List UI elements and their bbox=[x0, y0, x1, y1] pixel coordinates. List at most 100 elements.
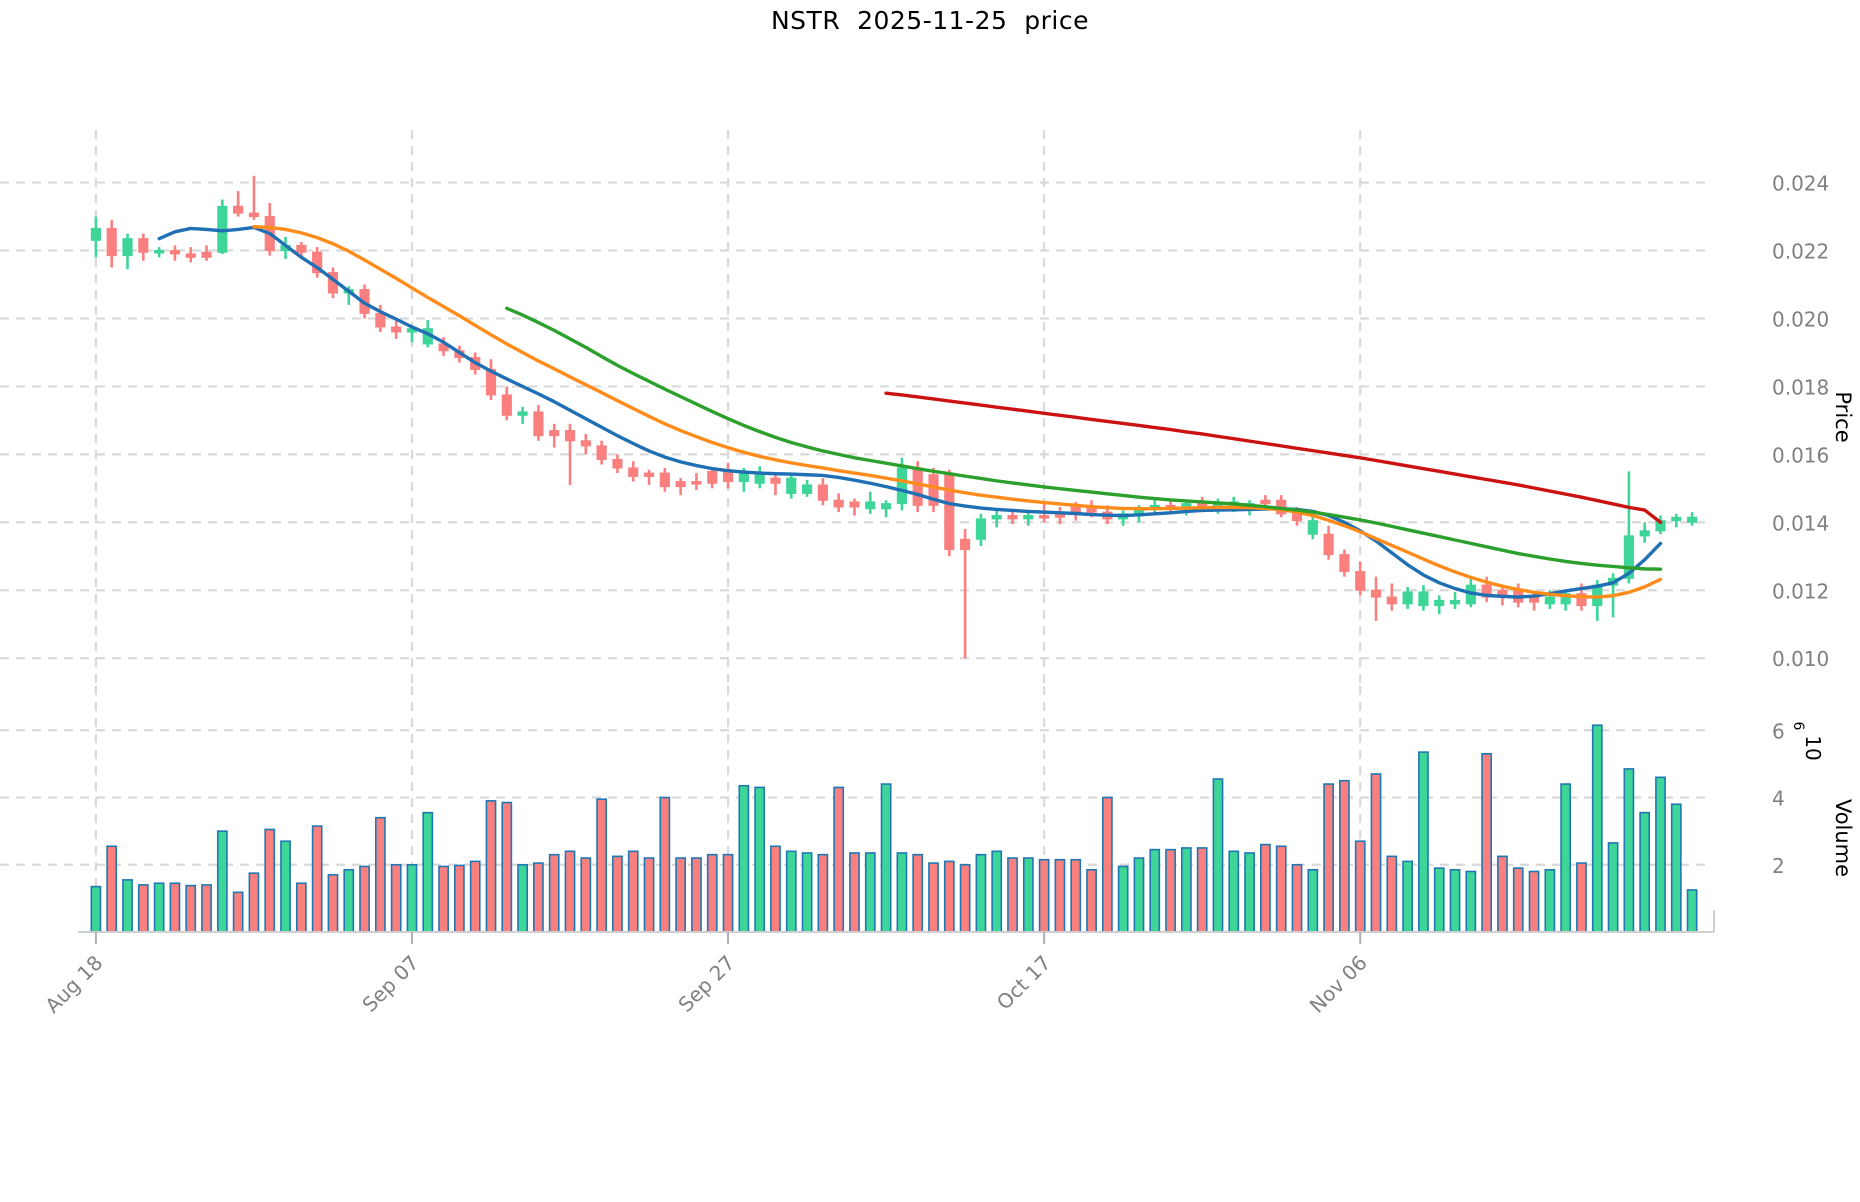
candle-body bbox=[1449, 599, 1461, 605]
moving-average-series bbox=[157, 225, 1663, 599]
volume-bar bbox=[1054, 858, 1066, 933]
candle-body bbox=[944, 474, 955, 550]
volume-bar bbox=[580, 857, 592, 933]
volume-bar bbox=[801, 852, 813, 933]
volume-series bbox=[90, 724, 1698, 933]
candle-body bbox=[881, 503, 892, 510]
volume-bar bbox=[1307, 868, 1319, 933]
volume-bar bbox=[754, 786, 766, 933]
volume-bar bbox=[1481, 752, 1493, 933]
ma-line-ma-mid bbox=[252, 225, 1663, 599]
price-tick-label: 0.022 bbox=[1772, 240, 1829, 264]
volume-bar bbox=[1149, 848, 1161, 933]
candle-body bbox=[1260, 499, 1271, 505]
volume-bar bbox=[833, 786, 845, 933]
candle-body bbox=[1386, 596, 1397, 605]
volume-bar bbox=[216, 830, 228, 933]
volume-bar bbox=[1607, 842, 1619, 933]
volume-bar bbox=[912, 853, 924, 933]
volume-bar bbox=[864, 852, 876, 933]
volume-bar bbox=[232, 891, 244, 933]
volume-bar bbox=[943, 860, 955, 933]
volume-bar bbox=[469, 860, 481, 933]
volume-bar bbox=[1418, 751, 1429, 933]
candle-body bbox=[296, 244, 307, 253]
candle-body bbox=[1355, 571, 1366, 591]
candle-body bbox=[580, 440, 591, 447]
candle-body bbox=[233, 205, 244, 214]
volume-bar bbox=[627, 850, 639, 933]
volume-bar bbox=[1449, 868, 1461, 933]
volume-bar bbox=[1180, 847, 1192, 933]
volume-tick-label: 4 bbox=[1772, 787, 1785, 811]
volume-bar bbox=[533, 862, 544, 933]
volume-bar bbox=[896, 852, 908, 933]
volume-bar bbox=[438, 865, 449, 933]
volume-bar bbox=[343, 868, 355, 933]
volume-bar bbox=[106, 845, 118, 933]
chart-title: NSTR 2025-11-25 price bbox=[770, 6, 1089, 35]
volume-bar bbox=[1086, 868, 1097, 933]
volume-bar bbox=[991, 850, 1003, 933]
candle-body bbox=[533, 411, 544, 437]
volume-bar bbox=[928, 862, 939, 933]
candle-body bbox=[659, 472, 670, 488]
price-tick-label: 0.024 bbox=[1772, 172, 1829, 196]
price-tick-label: 0.020 bbox=[1772, 307, 1829, 331]
volume-bar bbox=[374, 816, 386, 933]
volume-bar bbox=[691, 857, 702, 933]
volume-bar bbox=[770, 845, 781, 933]
candle-body bbox=[517, 411, 528, 416]
volume-tick-label: 2 bbox=[1772, 854, 1785, 878]
volume-bar bbox=[501, 801, 513, 933]
x-tick-label: Aug 18 bbox=[40, 951, 107, 1018]
volume-bar bbox=[359, 865, 370, 933]
candle-body bbox=[106, 227, 117, 257]
volume-bar bbox=[1655, 776, 1666, 933]
price-tick-label: 0.010 bbox=[1772, 647, 1829, 671]
volume-axis-title: Volume bbox=[1831, 799, 1855, 877]
volume-bar bbox=[248, 872, 260, 933]
candle-body bbox=[154, 250, 165, 254]
candle-body bbox=[991, 515, 1002, 520]
x-tick-label: Nov 06 bbox=[1305, 951, 1372, 1018]
price-axis-title: Price bbox=[1831, 391, 1855, 442]
candle-body bbox=[643, 472, 655, 477]
volume-bar bbox=[485, 800, 497, 933]
price-tick-label: 0.012 bbox=[1772, 579, 1829, 603]
volume-bar bbox=[1402, 860, 1414, 933]
volume-bar bbox=[1670, 803, 1682, 933]
volume-bar bbox=[1323, 783, 1334, 933]
ma-line-ma-long bbox=[505, 306, 1663, 571]
price-tick-label: 0.018 bbox=[1772, 375, 1829, 399]
volume-bar bbox=[1512, 867, 1524, 933]
volume-bar bbox=[153, 882, 165, 933]
candle-body bbox=[1687, 516, 1698, 523]
volume-bar bbox=[201, 884, 212, 933]
candle-body bbox=[1339, 554, 1350, 573]
candle-body bbox=[138, 238, 149, 253]
x-tick-label: Sep 27 bbox=[673, 951, 739, 1017]
candlestick-series bbox=[90, 175, 1698, 659]
volume-bar bbox=[1260, 843, 1271, 933]
ma-line-ma-short bbox=[157, 225, 1663, 599]
volume-bar bbox=[1212, 778, 1224, 933]
volume-bar bbox=[1639, 811, 1651, 933]
volume-bar bbox=[706, 853, 718, 933]
volume-bar bbox=[1291, 863, 1303, 933]
candle-body bbox=[833, 499, 844, 508]
candle-body bbox=[912, 467, 923, 506]
candle-body bbox=[312, 251, 323, 274]
volume-bar bbox=[880, 783, 892, 933]
x-tick-label: Oct 17 bbox=[992, 951, 1056, 1015]
candle-body bbox=[391, 326, 402, 333]
candle-body bbox=[1370, 589, 1382, 598]
volume-bar bbox=[1133, 857, 1145, 933]
candle-body bbox=[185, 253, 196, 258]
candle-body bbox=[90, 227, 101, 241]
candle-body bbox=[1402, 591, 1413, 605]
volume-bar bbox=[517, 863, 528, 933]
candle-body bbox=[1039, 515, 1050, 519]
